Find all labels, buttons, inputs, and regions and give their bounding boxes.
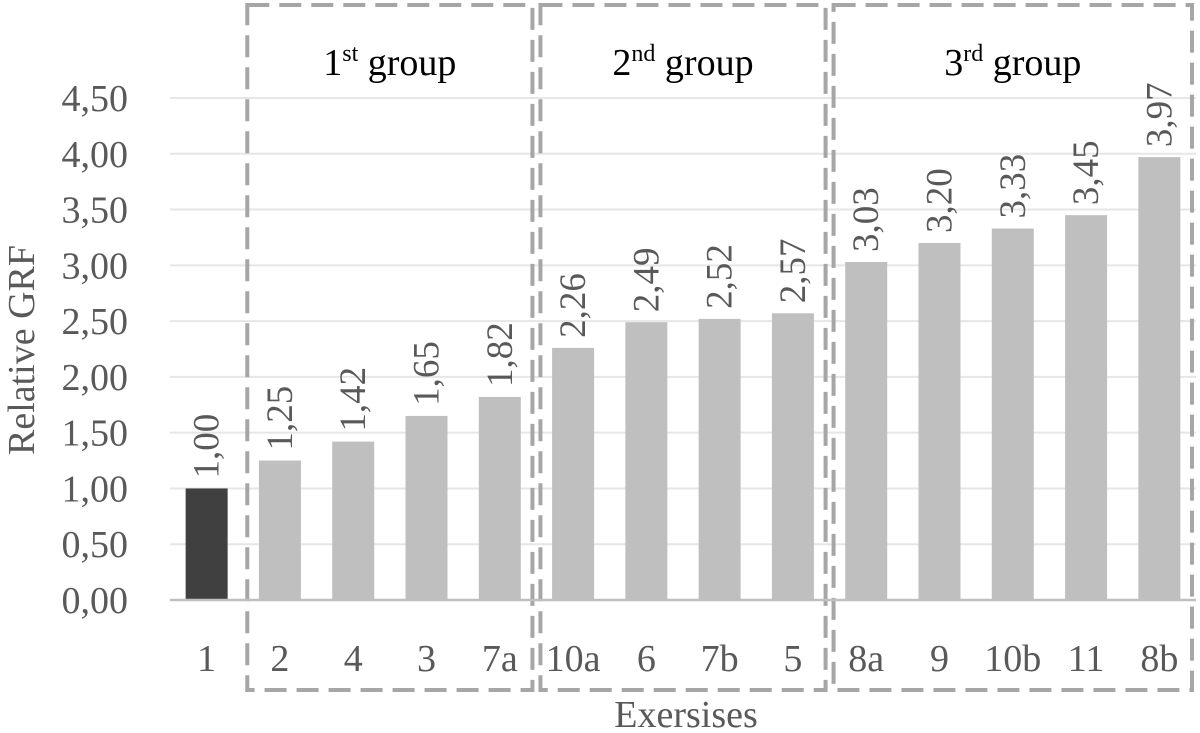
data-label: 2,26: [553, 273, 594, 338]
group-label-superscript: nd: [631, 41, 655, 67]
data-label: 3,97: [1139, 82, 1180, 147]
group-label-word: group: [358, 42, 456, 84]
y-tick-label: 2,00: [62, 357, 129, 399]
group-label-number: 1: [323, 42, 342, 84]
bar-1: [185, 488, 228, 600]
x-tick-label: 8b: [1140, 638, 1178, 680]
x-tick-label: 7b: [701, 638, 739, 680]
y-tick-label: 2,50: [62, 301, 129, 343]
bar-10a: [552, 347, 595, 600]
group-boxes: [245, 3, 1194, 692]
group-box-3: [831, 3, 1194, 692]
x-tick-label: 1: [197, 638, 216, 680]
bars: [185, 157, 1181, 600]
bar-7b: [698, 318, 741, 600]
data-label: 1,42: [333, 367, 374, 432]
y-tick-label: 0,50: [62, 524, 129, 566]
data-label: 3,33: [993, 154, 1034, 219]
bar-9: [918, 243, 961, 600]
group-box-2: [538, 3, 828, 692]
x-tick-labels: 1 2 4 3 7a 10a 6 7b 5 8a 9 10b 11 8b: [197, 638, 1178, 680]
group-label-number: 3: [944, 42, 963, 84]
y-tick-label: 3,00: [62, 245, 129, 287]
data-label: 1,00: [187, 414, 228, 479]
x-tick-label: 7a: [482, 638, 518, 680]
x-tick-label: 11: [1068, 638, 1105, 680]
data-label: 1,25: [260, 386, 301, 451]
y-axis-label: Relative GRF: [1, 245, 43, 455]
x-tick-label: 2: [270, 638, 289, 680]
group-label-3: 3rd group: [944, 41, 1081, 84]
x-tick-label: 9: [930, 638, 949, 680]
data-labels: 1,00 1,25 1,42 1,65 1,82 2,26 2,49 2,52 2,57 3,03…: [187, 82, 1181, 478]
x-tick-label: 4: [344, 638, 363, 680]
group-label-1: 1st group: [323, 41, 456, 84]
group-labels: 1st group 2nd group 3rd group: [323, 41, 1081, 84]
bar-8b: [1138, 157, 1181, 600]
bar-10b: [991, 228, 1034, 600]
x-tick-label: 10a: [546, 638, 601, 680]
y-tick-label: 0,00: [62, 580, 129, 622]
x-tick-label: 10b: [984, 638, 1041, 680]
data-label: 2,57: [773, 239, 814, 304]
group-box-1: [245, 3, 535, 692]
y-tick-label: 4,00: [62, 134, 129, 176]
group-label-number: 2: [612, 42, 631, 84]
y-tick-label: 1,00: [62, 468, 129, 510]
x-tick-label: 5: [783, 638, 802, 680]
bar-7a: [478, 396, 521, 600]
group-label-word: group: [655, 42, 753, 84]
x-tick-label: 8a: [848, 638, 884, 680]
data-label: 1,82: [480, 322, 521, 387]
gridlines: [170, 97, 1196, 546]
y-tick-label: 4,50: [62, 78, 129, 120]
y-tick-label: 1,50: [62, 413, 129, 455]
data-label: 3,45: [1066, 140, 1107, 205]
data-label: 2,49: [626, 247, 667, 312]
group-label-word: group: [983, 42, 1081, 84]
x-tick-label: 6: [637, 638, 656, 680]
bar-4: [332, 441, 375, 600]
bar-8a: [845, 261, 888, 600]
x-axis-label: Exersises: [614, 694, 758, 733]
bar-3: [405, 415, 448, 600]
data-label: 3,03: [846, 187, 887, 252]
group-label-2: 2nd group: [612, 41, 753, 84]
bar-5: [771, 313, 814, 600]
data-label: 2,52: [700, 244, 741, 309]
bar-2: [258, 460, 301, 600]
group-label-superscript: rd: [963, 41, 983, 67]
data-label: 3,20: [920, 168, 961, 233]
y-tick-labels: 0,00 0,50 1,00 1,50 2,00 2,50 3,00 3,50 4,00 4,50: [62, 78, 129, 622]
bar-11: [1065, 215, 1108, 600]
x-tick-label: 3: [417, 638, 436, 680]
y-tick-label: 3,50: [62, 190, 129, 232]
data-label: 1,65: [407, 341, 448, 406]
group-label-superscript: st: [342, 41, 358, 67]
bar-6: [625, 322, 668, 600]
